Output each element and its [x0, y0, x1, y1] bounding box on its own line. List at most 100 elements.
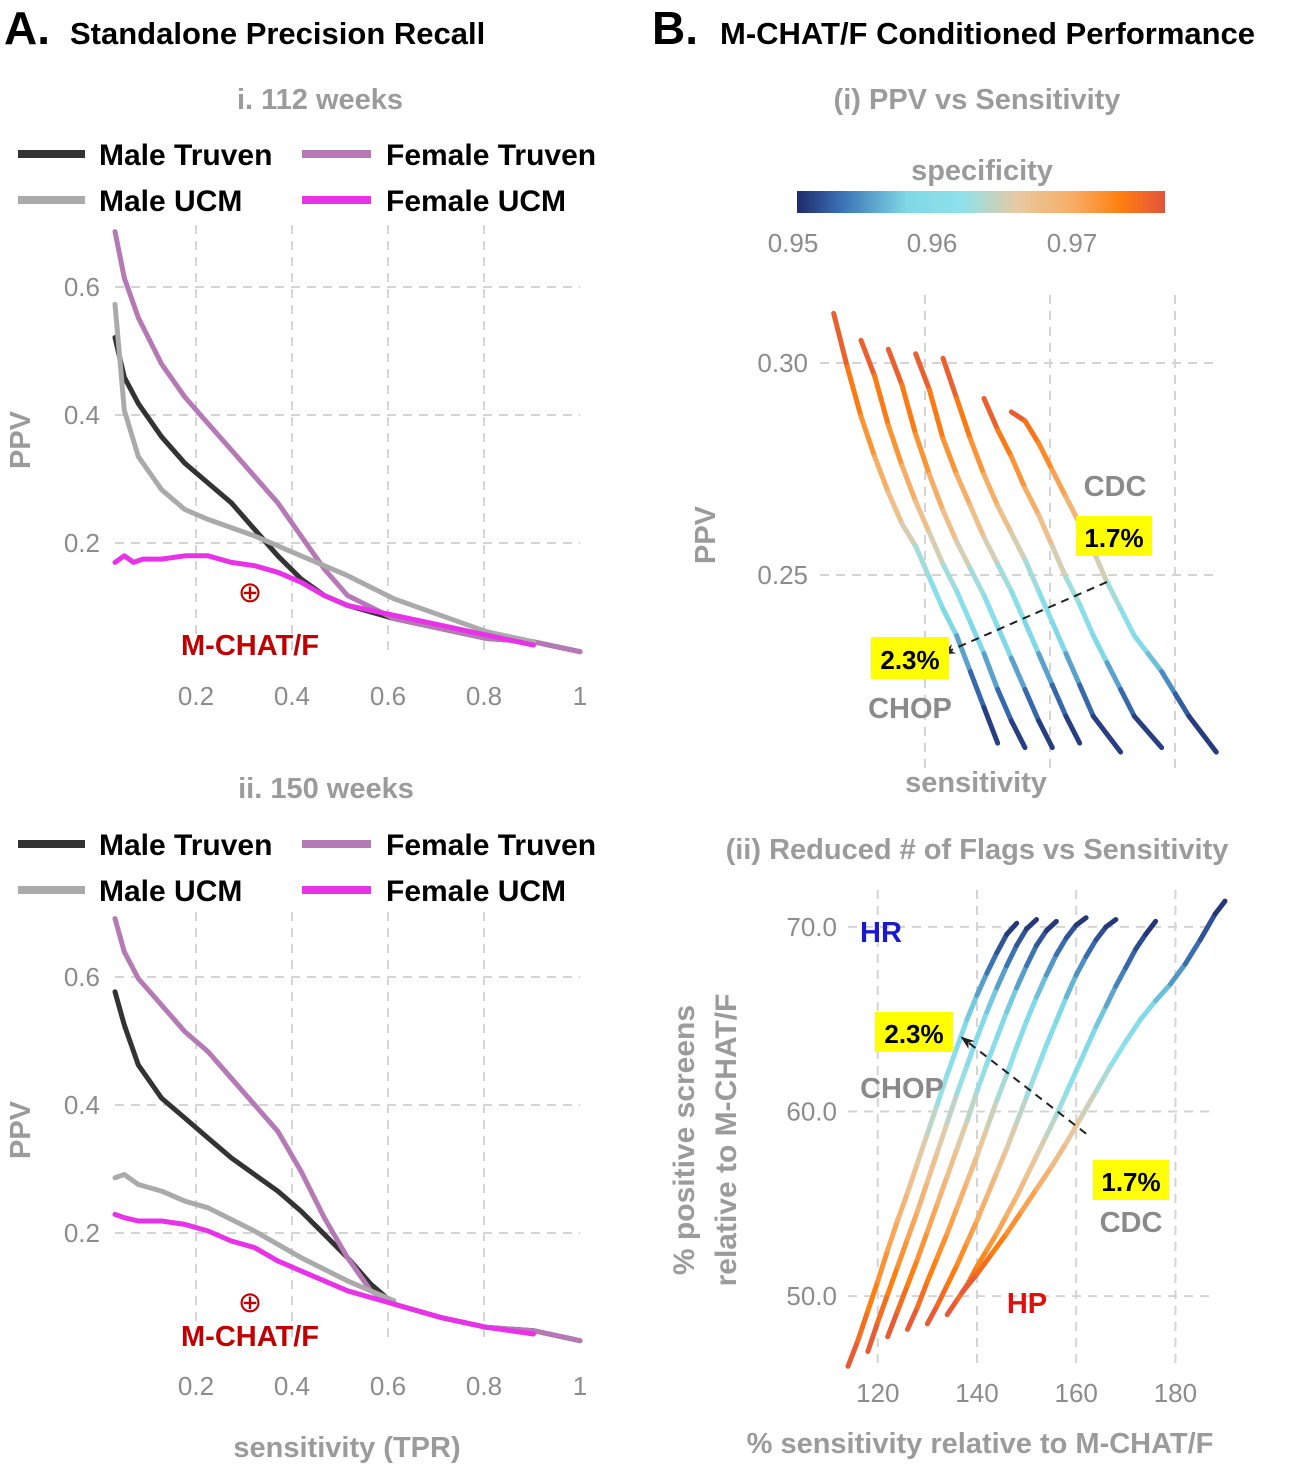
gradient-curve-segment — [1036, 718, 1055, 751]
chart-b-ii-ylabel-line2: relative to M-CHAT/F — [710, 994, 743, 1287]
gradient-curve-segment — [1118, 686, 1137, 719]
gradient-curve-segment — [944, 1297, 960, 1318]
legend-label-male-truven: Male Truven — [99, 829, 272, 862]
gradient-curve-segment — [1004, 1044, 1020, 1078]
gradient-curve-segment — [1145, 651, 1165, 675]
gradient-curve-segment — [845, 1337, 861, 1369]
gradient-curve-segment — [885, 489, 905, 527]
chart-a-i-legend: Male Truven Female Truven Male UCM Femal… — [18, 139, 596, 218]
x-tick-label: 0.2 — [178, 1371, 214, 1401]
gradient-curve-segment — [974, 1061, 990, 1094]
legend-label-male-truven: Male Truven — [99, 139, 272, 172]
gradient-curve-segment — [940, 507, 960, 545]
gradient-curve-segment — [934, 1072, 950, 1107]
chart-a-ii-mchat-label: M-CHAT/F — [181, 1321, 319, 1353]
gradient-curve-segment — [1004, 1193, 1020, 1218]
gradient-curve-segment — [1063, 1068, 1079, 1096]
colorbar-tick: 0.96 — [907, 228, 958, 258]
gradient-curve-segment — [1123, 946, 1139, 971]
gradient-curve-segment — [1043, 1018, 1059, 1048]
gradient-curve-segment — [1014, 963, 1030, 991]
gradient-curve-segment — [905, 1304, 920, 1332]
gradient-curve-segment — [995, 686, 1014, 724]
colorbar — [797, 191, 1165, 213]
chart-a-ii-xlabel: sensitivity (TPR) — [233, 1432, 460, 1464]
gradient-curve-segment — [924, 1302, 940, 1327]
gradient-curve-segment — [1063, 1114, 1084, 1146]
chart-b-i: (i) PPV vs Sensitivity specificity 0.95 … — [690, 84, 1219, 799]
series-line-female-ucm — [112, 1211, 536, 1337]
gradient-curve-segment — [1077, 682, 1096, 719]
gradient-curve-segment — [1083, 937, 1099, 959]
y-tick-label: 60.0 — [786, 1097, 837, 1127]
gradient-curve-segment — [1024, 917, 1040, 932]
y-tick-label: 0.2 — [64, 1218, 100, 1248]
gradient-curve-segment — [905, 1208, 920, 1242]
gradient-curve-segment — [872, 454, 891, 495]
x-tick-label: 0.4 — [274, 681, 310, 711]
gradient-curve-segment — [924, 1201, 940, 1235]
gradient-curve-segment — [974, 1009, 990, 1041]
gradient-curve-segment — [954, 1016, 970, 1050]
chart-b-ii-hp-label: HP — [1007, 1288, 1047, 1320]
gradient-curve-segment — [885, 422, 905, 469]
gradient-curve-segment — [875, 1247, 891, 1284]
gradient-curve-segment — [1004, 1120, 1020, 1151]
x-tick-label: 1 — [573, 1371, 587, 1401]
gradient-curve-segment — [967, 436, 987, 478]
gradient-curve-segment — [967, 566, 987, 598]
gradient-curve-segment — [1014, 1018, 1030, 1050]
gradient-curve-segment — [944, 1205, 960, 1236]
chart-b-i-cdc-box — [1076, 516, 1152, 556]
gradient-curve-segment — [994, 1212, 1010, 1236]
chart-a-ii-mchat-marker: ⊕ — [238, 1287, 262, 1319]
gradient-curve-segment — [940, 561, 960, 594]
chart-a-ii-ylabel: PPV — [5, 1100, 37, 1159]
gradient-curve-segment — [994, 1072, 1010, 1103]
gradient-curve-segment — [926, 472, 946, 513]
gradient-curve-segment — [1093, 1003, 1109, 1030]
gradient-curve-segment — [981, 651, 1001, 692]
chart-b-ii-chop-label: CHOP — [860, 1073, 944, 1105]
x-tick-label: 0.4 — [274, 1371, 310, 1401]
gradient-curve-segment — [1008, 454, 1028, 491]
gradient-curve-segment — [1073, 1046, 1089, 1074]
chart-b-ii-cdc-value: 1.7% — [1101, 1167, 1160, 1197]
gradient-curve-segment — [934, 1173, 950, 1207]
gradient-curve-segment — [1022, 418, 1042, 446]
chart-b-ii-chop-value: 2.3% — [884, 1019, 943, 1049]
gradient-curve-segment — [944, 1090, 960, 1126]
legend-label-female-truven: Female Truven — [386, 829, 596, 862]
legend-label-female-truven: Female Truven — [386, 139, 596, 172]
chart-b-ii: (ii) Reduced # of Flags vs Sensitivity 5… — [668, 834, 1228, 1460]
gradient-curve-segment — [995, 503, 1014, 536]
gradient-curve-segment — [1186, 713, 1219, 755]
colorbar-tick: 0.95 — [768, 228, 819, 258]
x-tick-label: 0.6 — [370, 1371, 406, 1401]
gradient-curve-segment — [954, 539, 973, 572]
legend-label-female-ucm: Female UCM — [386, 875, 566, 908]
gradient-curve-segment — [1036, 440, 1055, 473]
gradient-curve-segment — [1172, 691, 1192, 719]
gradient-curve-segment — [1053, 994, 1069, 1024]
chart-b-ii-hr-label: HR — [860, 917, 902, 949]
gradient-curve-segment — [1131, 713, 1165, 751]
gradient-curve-segment — [1022, 485, 1042, 518]
gradient-curve-segment — [1078, 1088, 1099, 1120]
gradient-curve-segment — [1138, 998, 1159, 1022]
gradient-curve-segment — [1063, 713, 1083, 746]
colorbar-tick: 0.97 — [1047, 228, 1098, 258]
gradient-curve-segment — [944, 1145, 960, 1179]
gradient-curve-segment — [905, 1160, 920, 1196]
gradient-curve-segment — [1004, 1208, 1025, 1236]
gradient-curve-segment — [1036, 512, 1055, 549]
gradient-curve-segment — [1063, 922, 1079, 941]
panel-a-letter: A. — [4, 2, 50, 54]
cdc-to-chop-arrow — [960, 1036, 1087, 1135]
gradient-curve-segment — [984, 985, 1000, 1015]
gradient-curve-segment — [995, 427, 1014, 460]
gradient-curve-segment — [954, 588, 973, 625]
gradient-curve-segment — [1034, 972, 1049, 1000]
gradient-curve-segment — [1118, 606, 1137, 639]
